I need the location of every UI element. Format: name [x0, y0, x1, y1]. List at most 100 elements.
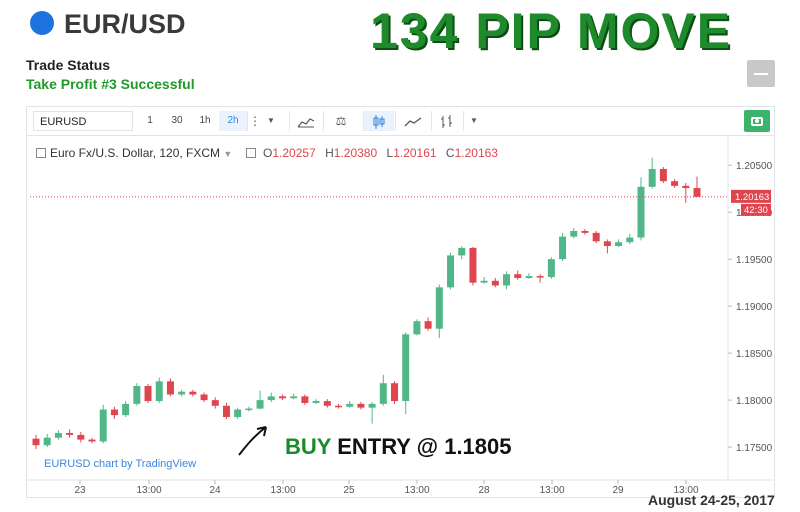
candle-body [278, 396, 286, 399]
high-value: 1.20380 [333, 146, 378, 160]
interval-dropdown-caret-icon[interactable]: ▼ [267, 116, 275, 125]
candle-body [54, 433, 62, 438]
chart-type-dropdown-caret-icon[interactable]: ▼ [463, 111, 484, 131]
compare-icon[interactable]: ⚖ [323, 111, 358, 131]
interval-2h[interactable]: 2h [219, 111, 247, 131]
entry-annotation: BUY ENTRY @ 1.1805 [285, 434, 512, 460]
candle-body [222, 405, 230, 418]
chart-legend: Euro Fx/U.S. Dollar, 120, FXCM ▼ O1.2025… [36, 146, 498, 160]
candle-body [559, 236, 567, 260]
buy-label: BUY [285, 434, 332, 459]
tradingview-watermark[interactable]: EURUSD chart by TradingView [44, 458, 197, 470]
candle-body [32, 438, 40, 446]
candle-body [693, 188, 701, 197]
candle-body [290, 396, 298, 399]
trade-status-value: Take Profit #3 Successful [26, 76, 195, 92]
candle-body [66, 433, 74, 435]
pair-flag-dot [30, 11, 54, 35]
candle-body [682, 185, 690, 189]
candle-body [301, 396, 309, 403]
candle-body [133, 386, 141, 404]
candle-body [166, 381, 174, 395]
candle-body [189, 391, 197, 395]
x-tick-label: 13:00 [270, 485, 295, 496]
indicators-icon[interactable] [289, 111, 322, 131]
camera-icon[interactable] [744, 110, 770, 132]
y-tick-label: 1.19500 [736, 255, 773, 266]
interval-30[interactable]: 30 [171, 115, 183, 126]
candles-icon[interactable] [363, 111, 394, 131]
candle-body [99, 409, 107, 442]
candle-body [379, 383, 387, 404]
last-price-badge [731, 189, 771, 203]
candle-body [122, 403, 130, 416]
interval-1[interactable]: 1 [147, 115, 153, 126]
last-price-label: 1.20163 [735, 192, 769, 203]
candle-body [637, 186, 645, 238]
x-tick-label: 23 [74, 485, 86, 496]
date-range-label: August 24-25, 2017 [648, 492, 775, 508]
more-vert-icon[interactable]: ⋮ [247, 111, 262, 131]
candle-body [368, 403, 376, 408]
interval-1h[interactable]: 1h [199, 115, 211, 126]
candle-body [43, 437, 51, 446]
bars-icon[interactable] [431, 111, 462, 131]
candle-body [570, 230, 578, 237]
candle-body [671, 181, 679, 186]
collapse-legend-icon[interactable] [36, 148, 46, 158]
candle-body [603, 241, 611, 247]
symbol-input[interactable]: EURUSD [33, 111, 133, 131]
candle-body [346, 403, 354, 407]
candle-body [144, 386, 152, 402]
entry-arrow-icon [238, 426, 267, 456]
candle-body [648, 168, 656, 187]
candle-body [413, 321, 421, 335]
candle-body [547, 259, 555, 278]
minimize-button[interactable] [747, 60, 775, 87]
x-tick-label: 24 [209, 485, 221, 496]
candle-body [469, 247, 477, 283]
candle-body [155, 381, 163, 402]
candle-body [424, 321, 432, 329]
candle-body [536, 276, 544, 278]
candle-body [447, 255, 455, 288]
candle-body [323, 401, 331, 406]
entry-label: ENTRY @ 1.1805 [337, 434, 512, 459]
candle-body [626, 237, 634, 243]
candle-body [110, 409, 118, 416]
countdown-label: 42:30 [744, 205, 768, 216]
legend-title: Euro Fx/U.S. Dollar, 120, FXCM [50, 146, 221, 160]
y-tick-label: 1.20500 [736, 161, 773, 172]
candle-body [391, 383, 399, 402]
candle-body [581, 230, 589, 233]
candle-body [491, 280, 499, 286]
low-value: 1.20161 [393, 146, 437, 160]
chart-toolbar: EURUSD 1 30 1h 2h ⋮ ▼ ⚖ ▼ [26, 106, 775, 136]
candle-body [178, 391, 186, 395]
open-value: 1.20257 [272, 146, 316, 160]
candle-body [88, 439, 96, 442]
candle-body [480, 280, 488, 283]
close-value: 1.20163 [454, 146, 498, 160]
candle-body [245, 408, 253, 411]
y-tick-label: 1.19000 [736, 302, 773, 313]
x-tick-label: 13:00 [673, 485, 698, 496]
x-tick-label: 13:00 [136, 485, 161, 496]
x-tick-label: 29 [612, 485, 624, 496]
candle-body [357, 403, 365, 408]
line-chart-icon[interactable] [395, 111, 430, 131]
candle-body [525, 276, 533, 278]
candle-body [200, 394, 208, 401]
x-tick-label: 28 [478, 485, 490, 496]
candle-body [514, 274, 522, 278]
pair-title: EUR/USD [64, 9, 186, 39]
candle-body [503, 274, 511, 286]
y-tick-label: 1.18500 [736, 349, 773, 360]
candle-body [402, 334, 410, 402]
candle-body [234, 409, 242, 418]
candle-body [592, 232, 600, 242]
candle-body [77, 434, 85, 440]
candle-body [267, 396, 275, 401]
legend-settings-icon[interactable] [245, 148, 256, 158]
